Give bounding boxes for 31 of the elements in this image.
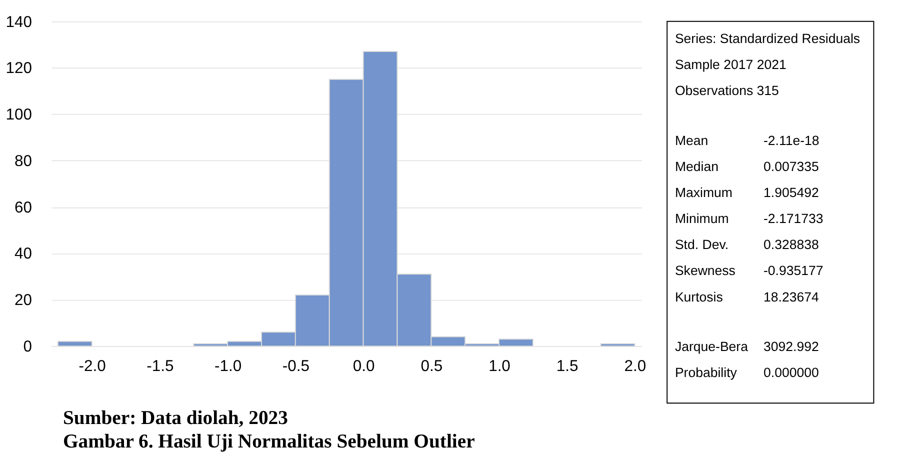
x-tick-label: 1.5 bbox=[556, 358, 579, 376]
x-tick-label: 1.0 bbox=[488, 358, 511, 376]
y-tick-label: 80 bbox=[14, 152, 32, 170]
x-tick-label: -2.0 bbox=[78, 358, 106, 376]
x-tick-label: -1.5 bbox=[146, 358, 174, 376]
text: Mean -2.11e-18 bbox=[674, 132, 820, 148]
y-tick-label: 100 bbox=[6, 106, 32, 124]
text: Maximum 1.905492 bbox=[674, 185, 819, 200]
x-tick-label: -1.0 bbox=[214, 358, 242, 376]
y-tick-label: 0 bbox=[23, 338, 32, 356]
text: Series: Standardized Residuals bbox=[674, 31, 860, 46]
text: Sumber: Data diolah, 2023 bbox=[62, 406, 288, 429]
text: Jarque-Bera 3092.992 bbox=[674, 338, 819, 354]
text: Gambar 6. Hasil Uji Normalitas Sebelum Outlier bbox=[62, 430, 476, 452]
x-tick-label: 0.5 bbox=[420, 358, 443, 376]
x-tick-label: 2.0 bbox=[624, 358, 646, 376]
x-tick-label: 0.0 bbox=[352, 358, 375, 376]
text: Skewness -0.935177 bbox=[674, 263, 824, 278]
text: Minimum -2.171733 bbox=[674, 211, 824, 226]
text: Sample 2017 2021 bbox=[674, 57, 786, 72]
y-tick-label: 120 bbox=[6, 60, 32, 78]
text: Kurtosis 18.23674 bbox=[674, 289, 819, 304]
text: Observations 315 bbox=[674, 83, 779, 98]
text: Std. Dev. 0.328838 bbox=[674, 237, 819, 252]
text: Median 0.007335 bbox=[674, 158, 819, 174]
y-tick-label: 40 bbox=[14, 246, 32, 263]
text: Probability 0.000000 bbox=[674, 365, 819, 380]
y-tick-label: 20 bbox=[14, 292, 32, 310]
y-tick-label: 140 bbox=[6, 14, 32, 31]
y-tick-label: 60 bbox=[14, 199, 32, 216]
x-tick-label: -0.5 bbox=[282, 358, 310, 376]
